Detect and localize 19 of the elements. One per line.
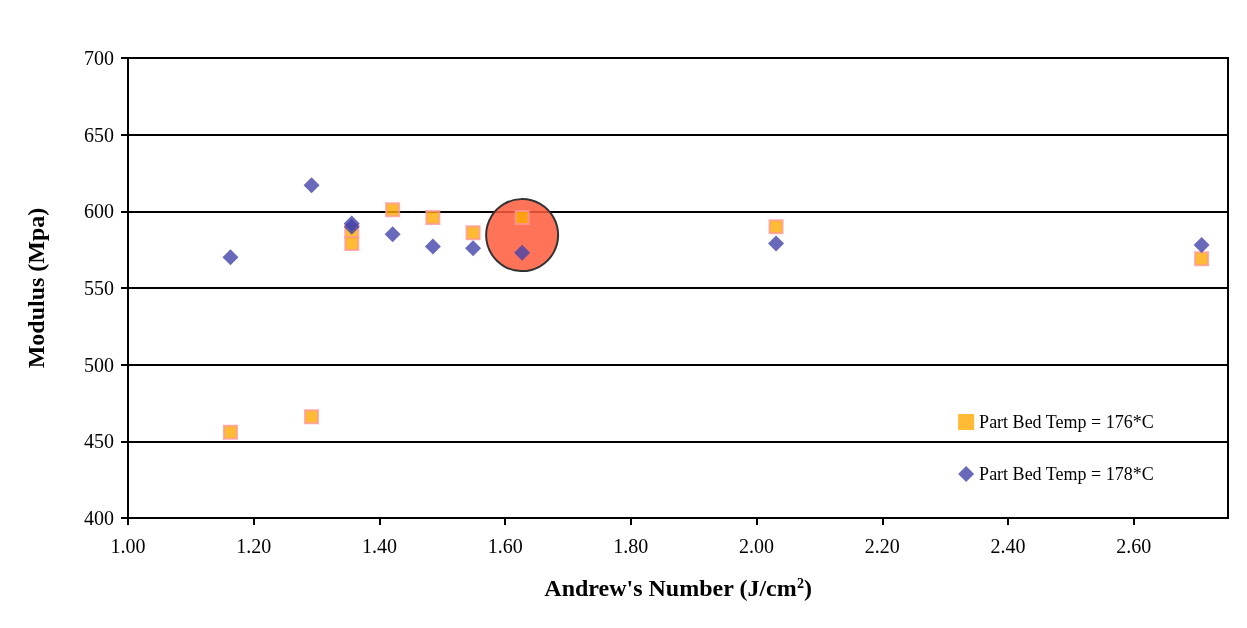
x-tick-label: 2.60: [1116, 535, 1152, 557]
x-tick-label: 1.00: [110, 535, 146, 557]
x-tick-label: 1.40: [361, 535, 397, 557]
legend-label: Part Bed Temp = 178*C: [979, 464, 1154, 484]
y-tick-label: 400: [84, 507, 114, 529]
legend-label: Part Bed Temp = 176*C: [979, 412, 1154, 432]
y-tick-label: 550: [84, 277, 114, 299]
y-tick-label: 700: [84, 47, 114, 69]
y-tick-label: 650: [84, 123, 114, 146]
x-tick-label: 1.80: [613, 535, 649, 557]
x-tick-label: 1.60: [487, 535, 523, 557]
x-tick-label: 2.00: [739, 535, 775, 557]
y-tick-label: 600: [84, 200, 114, 223]
y-axis-title: Modulus (Mpa): [23, 207, 49, 369]
x-tick-label: 2.20: [864, 535, 900, 557]
x-tick-label: 1.20: [236, 535, 272, 557]
x-tick-label: 2.40: [990, 535, 1026, 557]
y-tick-label: 500: [84, 353, 114, 376]
y-tick-label: 450: [84, 430, 114, 453]
